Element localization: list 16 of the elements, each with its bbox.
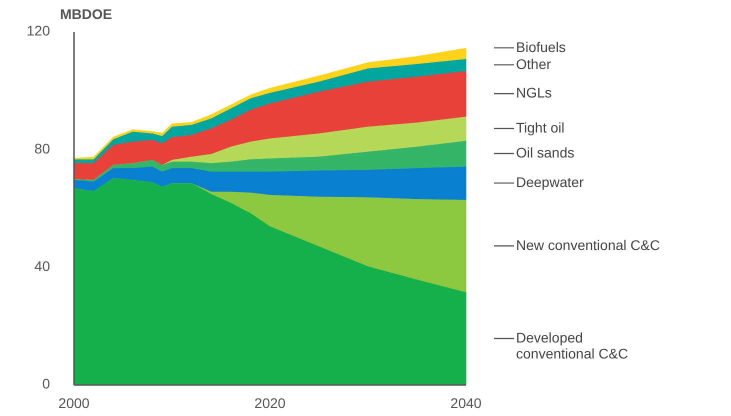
x-tick-label: 2040 — [450, 395, 482, 411]
x-tick-label: 2020 — [254, 395, 286, 411]
text: Developed conventional C&C — [516, 329, 628, 362]
y-tick-label: 120 — [26, 22, 50, 39]
x-tick-label: 2000 — [58, 395, 90, 411]
text: Biofuels — [516, 38, 566, 55]
y-tick-label: 0 — [42, 376, 50, 392]
y-tick-label: 40 — [34, 258, 50, 274]
y-tick-label: 80 — [34, 140, 50, 156]
text: Deepwater — [516, 174, 584, 190]
text: New conventional C&C — [516, 236, 660, 253]
y-axis-title: MBDOE — [60, 6, 112, 22]
text: Oil sands — [516, 144, 574, 160]
text: NGLs — [516, 84, 552, 100]
text: Tight oil — [516, 119, 565, 136]
text: Other — [516, 56, 552, 72]
